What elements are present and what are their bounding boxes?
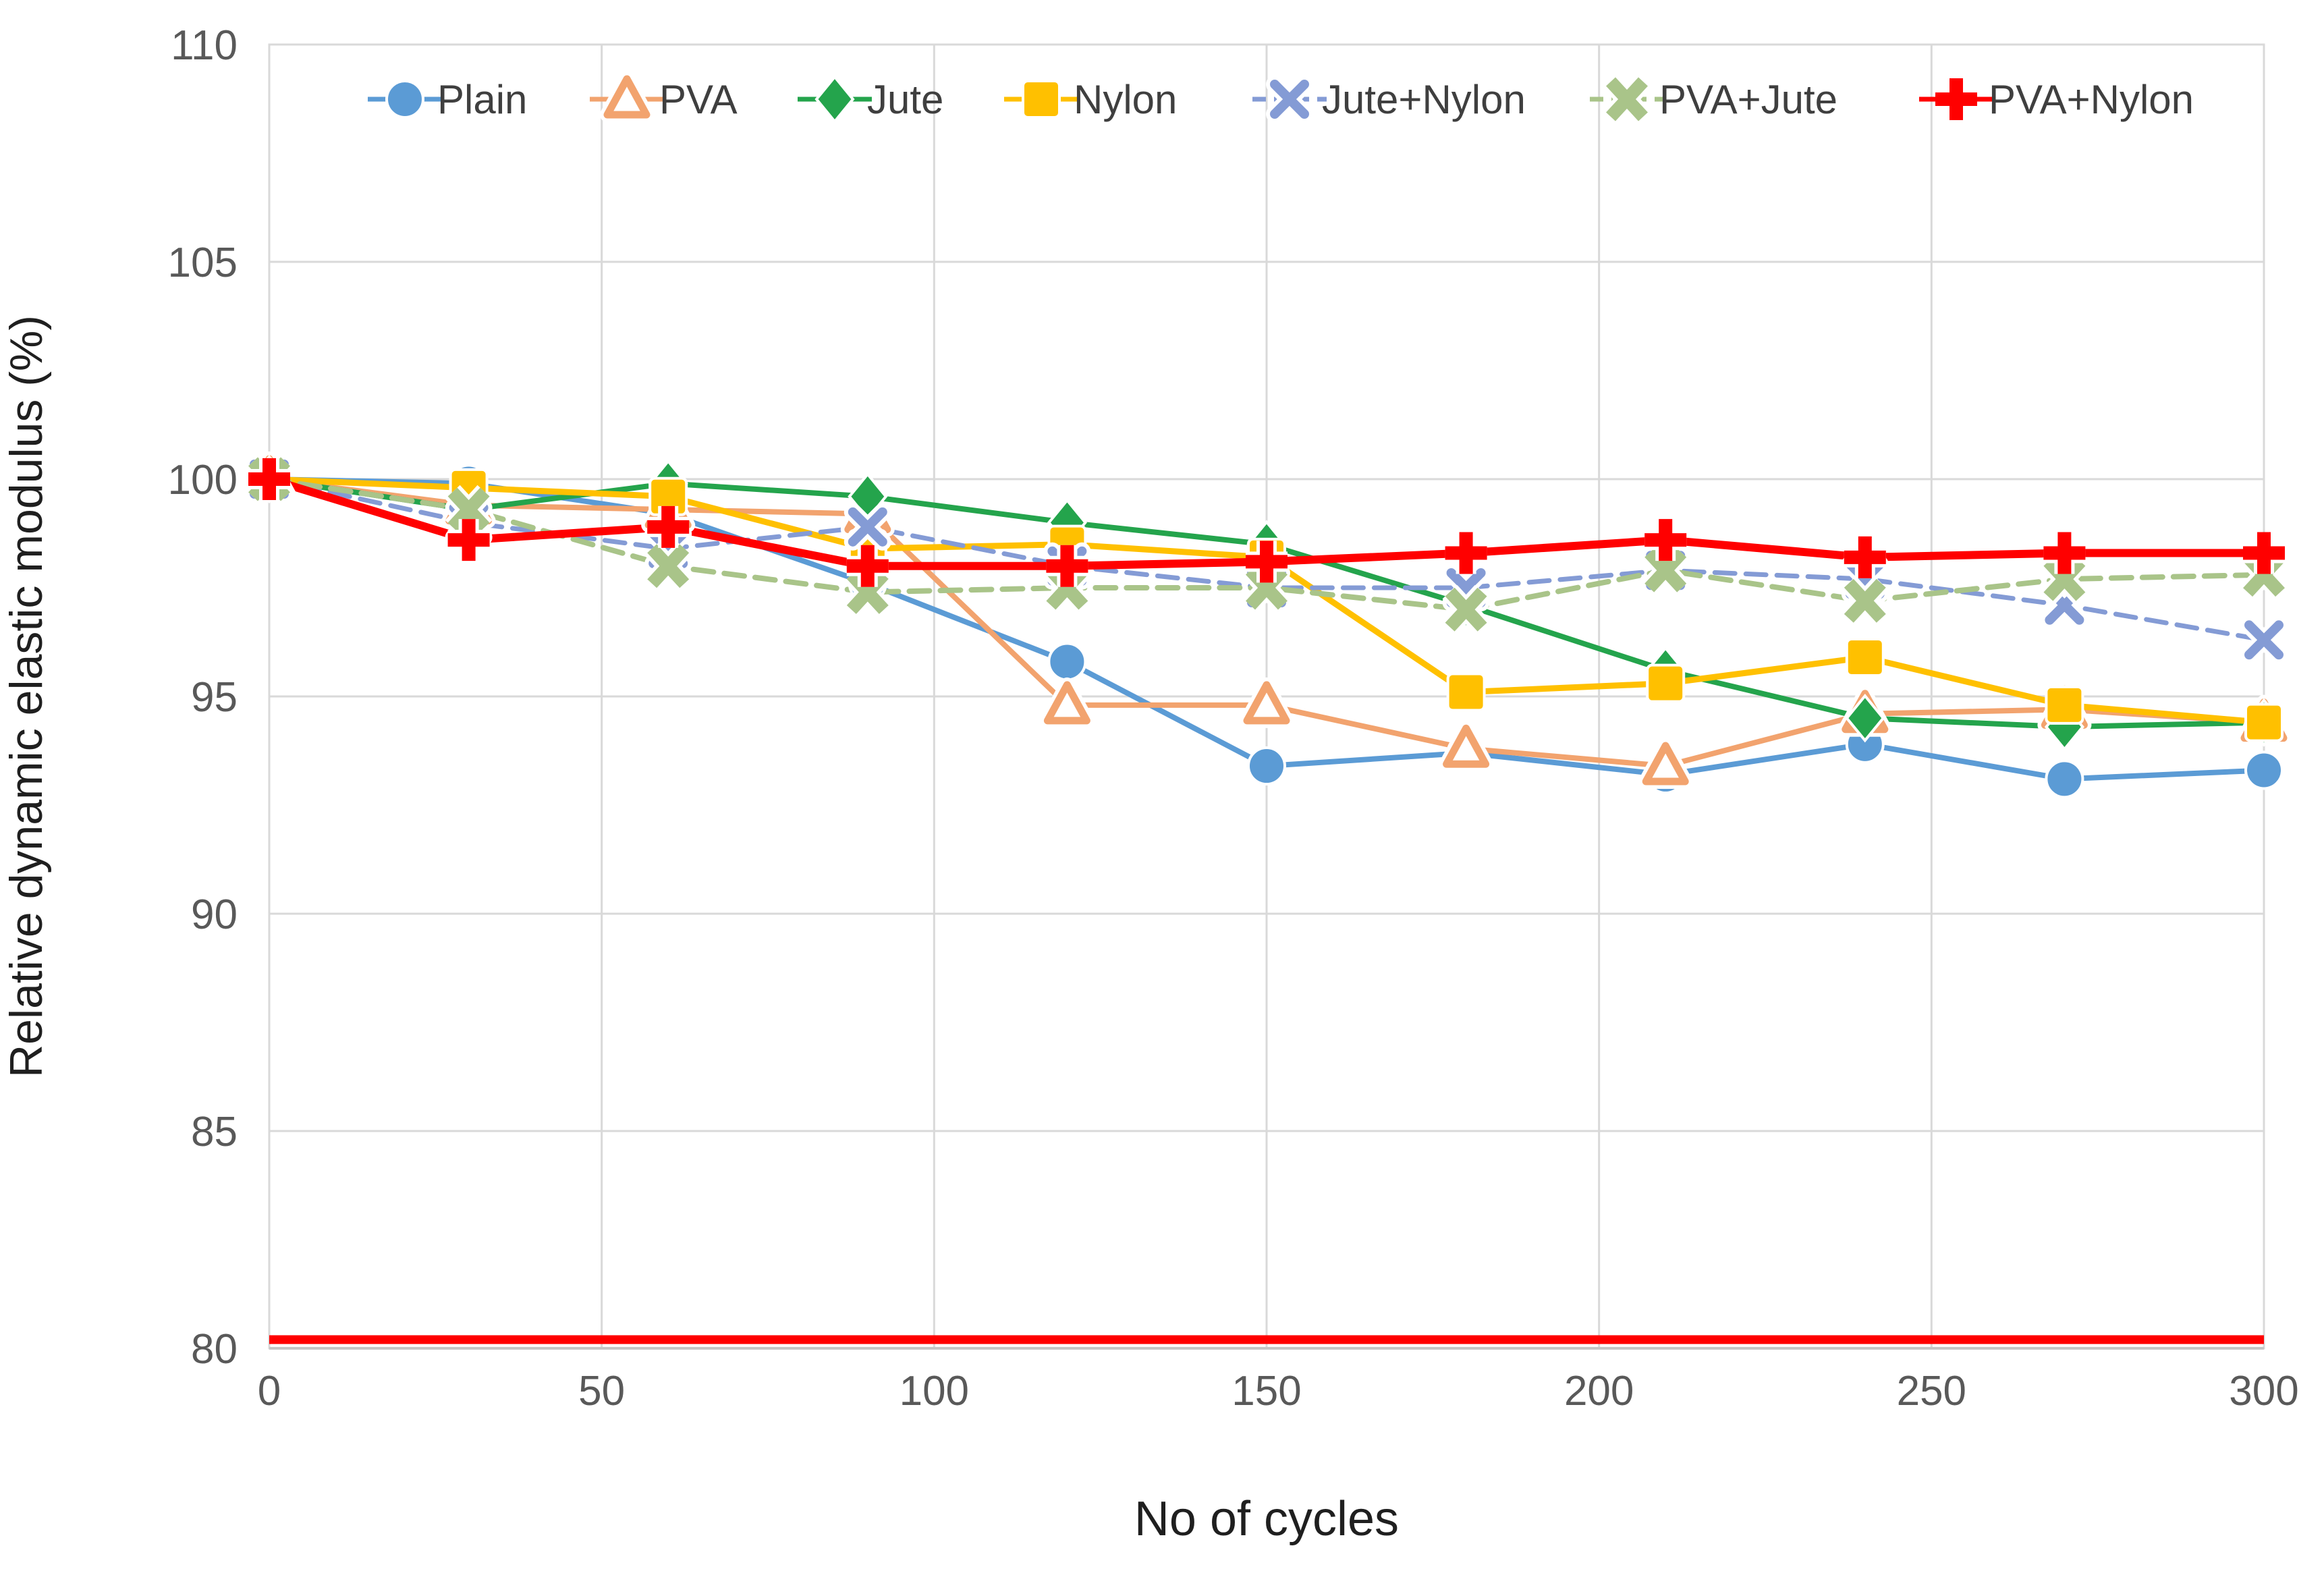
y-tick-label: 110 [171, 22, 238, 69]
legend-label: PVA+Jute [1659, 77, 1837, 122]
x-tick-label: 150 [1232, 1368, 1301, 1414]
marker-nylon [1646, 663, 1686, 703]
marker-pva-jute [1841, 576, 1889, 626]
legend-label: Jute+Nylon [1322, 77, 1526, 122]
marker-pva-nylon [647, 505, 690, 548]
y-tick-label: 90 [191, 891, 238, 938]
x-axis-title: No of cycles [1134, 1492, 1399, 1546]
marker-pva [1638, 738, 1693, 790]
legend-label: PVA+Nylon [1989, 77, 2194, 122]
legend-item-plain: Plain [368, 77, 527, 122]
legend-marker-plus [1935, 78, 1977, 120]
marker-pva-nylon [248, 458, 290, 500]
legend-label: PVA [659, 77, 738, 122]
legend-item-jute: Jute [798, 74, 943, 124]
series-markers [242, 451, 2291, 799]
marker-pva-jute [2041, 554, 2088, 604]
marker-pva-nylon [2043, 532, 2086, 574]
legend: Plain PVA Jute Nylon Jute+Nylon PVA+Jute PVA+N… [368, 72, 2194, 124]
marker-pva-jute [1642, 546, 1690, 595]
y-axis-title: Relative dynamic elastic modulus (%) [1, 315, 52, 1078]
marker-pva-nylon [1644, 519, 1687, 561]
marker-plain [1047, 642, 1087, 682]
x-tick-label: 250 [1897, 1368, 1966, 1414]
legend-item-pva-jute: PVA+Jute [1590, 74, 1837, 124]
legend-marker-triangle-open [600, 72, 654, 122]
marker-pva-jute [644, 541, 692, 590]
marker-pva-nylon [2243, 532, 2285, 574]
marker-pva-nylon [1844, 536, 1886, 578]
x-tick-label: 50 [578, 1368, 625, 1414]
marker-plain [2244, 750, 2284, 790]
y-tick-label: 105 [168, 240, 238, 286]
legend-marker-square [1022, 80, 1061, 119]
legend-label: Plain [437, 77, 527, 122]
marker-pva-jute [445, 485, 493, 534]
legend-marker-circle [385, 80, 424, 119]
marker-jute [1845, 694, 1885, 743]
legend-label: Jute [867, 77, 943, 122]
marker-pva [1439, 721, 1493, 772]
marker-pva-jute [1442, 585, 1490, 634]
marker-pva [1040, 677, 1095, 728]
x-tick-label: 100 [900, 1368, 969, 1414]
legend-item-pva-nylon: PVA+Nylon [1919, 77, 2194, 122]
x-tick-label: 0 [258, 1368, 281, 1414]
marker-plain [1247, 746, 1286, 786]
marker-nylon [2045, 685, 2084, 725]
marker-pva-nylon [447, 519, 490, 561]
y-tick-label: 100 [168, 457, 238, 503]
marker-nylon [2244, 702, 2284, 742]
marker-nylon [1446, 672, 1486, 712]
x-tick-label: 300 [2229, 1368, 2298, 1414]
marker-pva-jute [843, 568, 891, 617]
axis-tick-labels: 80 85 90 95 100 105 110 0 50 100 150 200 250 300 [168, 22, 2299, 1414]
legend-item-nylon: Nylon [1004, 77, 1177, 122]
x-tick-label: 200 [1564, 1368, 1634, 1414]
legend-marker-x [1266, 76, 1313, 123]
legend-marker-x-chunky [1603, 74, 1651, 124]
legend-item-jute-nylon: Jute+Nylon [1252, 76, 1526, 123]
marker-jute-nylon [2240, 616, 2288, 664]
y-tick-label: 85 [191, 1109, 238, 1155]
legend-item-pva: PVA [590, 72, 738, 122]
y-tick-label: 80 [191, 1326, 238, 1373]
marker-pva-nylon [846, 545, 889, 587]
legend-marker-diamond [814, 74, 855, 124]
marker-pva-nylon [1046, 545, 1088, 587]
marker-pva [1240, 677, 1294, 728]
marker-pva-jute [1242, 563, 1291, 613]
y-tick-label: 95 [191, 674, 238, 721]
marker-pva-nylon [1246, 541, 1288, 583]
marker-pva-nylon [1445, 532, 1487, 574]
marker-nylon [1845, 638, 1885, 678]
marker-jute-nylon [843, 503, 891, 551]
legend-label: Nylon [1074, 77, 1177, 122]
marker-plain [2045, 759, 2084, 799]
